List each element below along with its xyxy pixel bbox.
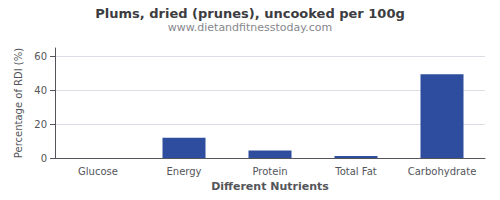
svg-text:Glucose: Glucose (78, 166, 118, 177)
svg-text:Protein: Protein (252, 166, 287, 177)
svg-text:Carbohydrate: Carbohydrate (408, 166, 477, 177)
svg-text:Percentage of RDI (%): Percentage of RDI (%) (13, 48, 24, 158)
svg-text:60: 60 (34, 51, 47, 62)
svg-text:Energy: Energy (166, 166, 201, 177)
svg-text:20: 20 (34, 119, 47, 130)
svg-text:Plums, dried (prunes), uncooke: Plums, dried (prunes), uncooked per 100g (95, 6, 404, 21)
svg-text:www.dietandfitnesstoday.com: www.dietandfitnesstoday.com (168, 21, 332, 34)
svg-text:40: 40 (34, 85, 47, 96)
svg-text:Different Nutrients: Different Nutrients (211, 180, 329, 193)
svg-text:Total Fat: Total Fat (334, 166, 376, 177)
svg-text:0: 0 (41, 153, 47, 164)
